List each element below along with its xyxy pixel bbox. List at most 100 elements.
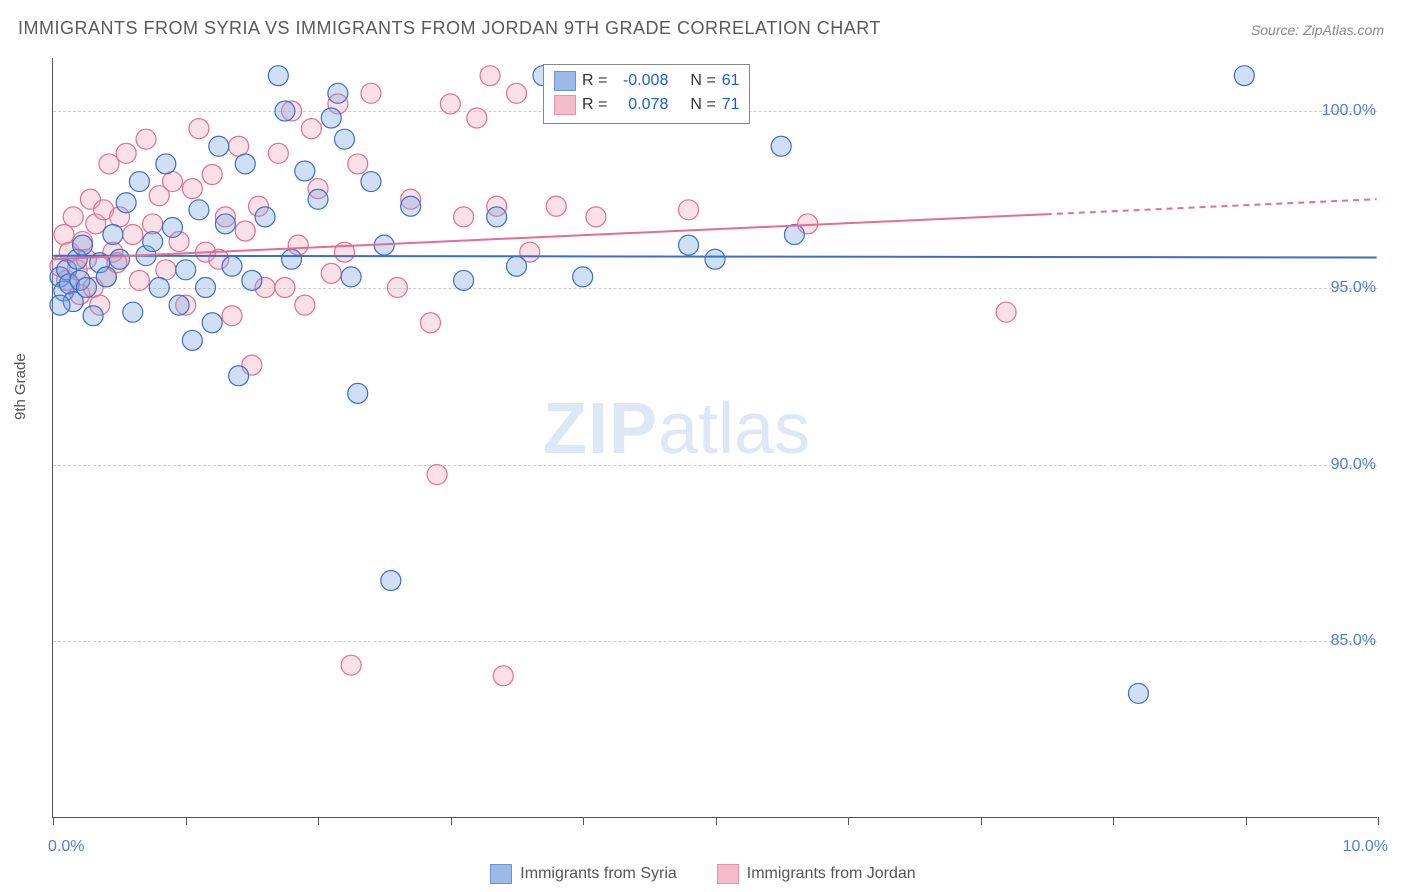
data-point [110,249,130,269]
data-point [162,217,182,237]
data-point [222,306,242,326]
r-label: R = [582,69,607,93]
data-point [784,225,804,245]
scatter-svg [53,58,1377,817]
x-tick [583,817,584,825]
data-point [679,200,699,220]
data-point [268,66,288,86]
data-point [361,172,381,192]
data-point [123,225,143,245]
data-point [229,136,249,156]
x-tick [451,817,452,825]
data-point [189,200,209,220]
data-point [295,161,315,181]
trend-line [53,214,1045,259]
data-point [182,179,202,199]
data-point [586,207,606,227]
data-point [242,270,262,290]
data-point [454,207,474,227]
x-tick [848,817,849,825]
r-label: R = [582,93,607,117]
data-point [143,214,163,234]
data-point [546,196,566,216]
data-point [63,207,83,227]
data-point [771,136,791,156]
data-point [341,655,361,675]
data-point [467,108,487,128]
n-label: N = [690,93,715,117]
data-point [176,260,196,280]
trend-line [53,256,1376,258]
legend-label-jordan: Immigrants from Jordan [747,865,916,883]
data-point [454,270,474,290]
x-tick-label-right: 10.0% [1343,838,1388,856]
data-point [189,119,209,139]
n-label: N = [690,69,715,93]
data-point [507,83,527,103]
data-point [156,154,176,174]
y-tick-label: 100.0% [1322,102,1376,120]
plot-area: ZIPatlas R = -0.008 N = 61 R = 0.078 N =… [52,58,1377,818]
x-tick [716,817,717,825]
data-point [321,108,341,128]
legend-label-syria: Immigrants from Syria [520,865,676,883]
data-point [136,129,156,149]
data-point [72,235,92,255]
data-point [123,302,143,322]
data-point [129,270,149,290]
data-point [348,383,368,403]
data-point [1234,66,1254,86]
x-tick [186,817,187,825]
data-point [348,154,368,174]
swatch-syria-icon [554,71,576,91]
data-point [1128,683,1148,703]
data-point [282,249,302,269]
y-tick-label: 90.0% [1331,456,1376,474]
data-point [169,295,189,315]
data-point [268,143,288,163]
data-point [99,154,119,174]
x-tick [318,817,319,825]
data-point [182,330,202,350]
data-point [679,235,699,255]
data-point [83,306,103,326]
swatch-jordan-icon [554,95,576,115]
data-point [440,94,460,114]
legend-bottom: Immigrants from Syria Immigrants from Jo… [0,864,1406,884]
x-tick [1246,817,1247,825]
data-point [321,263,341,283]
data-point [341,267,361,287]
data-point [301,119,321,139]
data-point [215,214,235,234]
data-point [103,225,123,245]
data-point [480,66,500,86]
data-point [308,189,328,209]
swatch-jordan-icon [717,864,739,884]
x-tick [1378,817,1379,825]
x-tick [981,817,982,825]
data-point [96,267,116,287]
source-attribution: Source: ZipAtlas.com [1251,22,1384,38]
data-point [76,277,96,297]
y-axis-label: 9th Grade [12,353,29,420]
data-point [129,172,149,192]
data-point [335,129,355,149]
data-point [295,295,315,315]
data-point [427,465,447,485]
data-point [275,101,295,121]
data-point [50,295,70,315]
data-point [421,313,441,333]
legend-stats-row-syria: R = -0.008 N = 61 [554,69,739,93]
n-value-jordan: 71 [722,93,740,117]
r-value-jordan: 0.078 [613,93,668,117]
y-tick-label: 85.0% [1331,632,1376,650]
data-point [235,221,255,241]
data-point [54,225,74,245]
data-point [235,154,255,174]
r-value-syria: -0.008 [613,69,668,93]
legend-item-syria: Immigrants from Syria [490,864,676,884]
data-point [143,232,163,252]
y-tick-label: 95.0% [1331,279,1376,297]
legend-item-jordan: Immigrants from Jordan [717,864,916,884]
legend-stats-row-jordan: R = 0.078 N = 71 [554,93,739,117]
